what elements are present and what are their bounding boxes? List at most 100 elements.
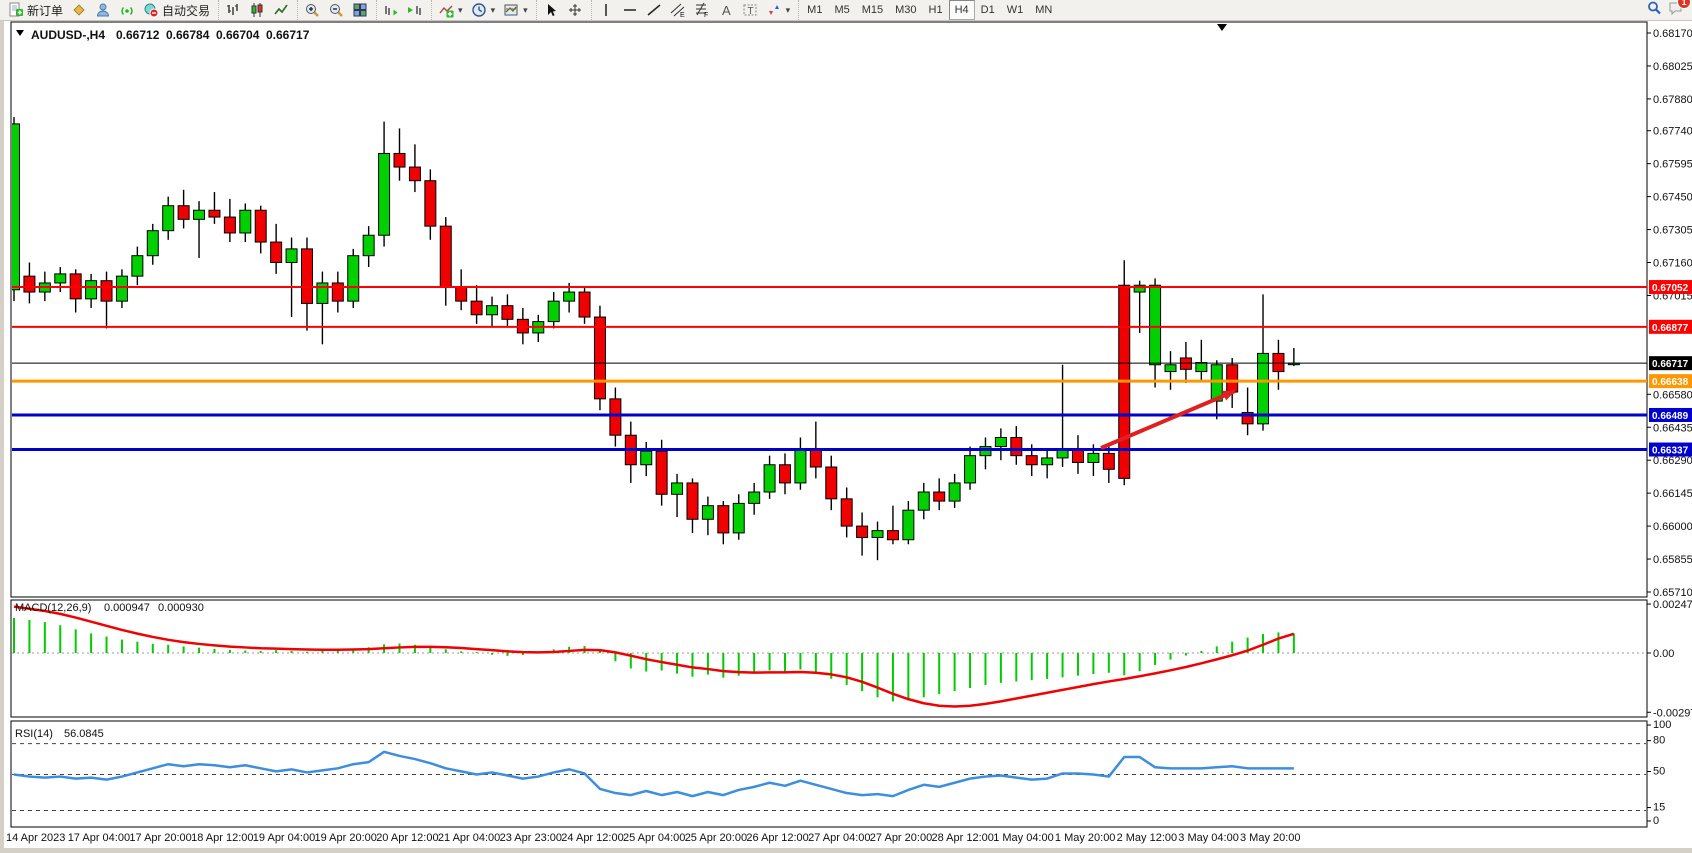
candle — [902, 501, 915, 545]
svg-text:0.66489: 0.66489 — [1652, 411, 1689, 422]
cursor-button[interactable] — [539, 0, 563, 20]
candle — [316, 271, 329, 345]
channel-icon: E — [670, 2, 686, 18]
new-order-button-label: 新订单 — [27, 3, 64, 18]
fibo-icon: F — [694, 2, 710, 18]
templates-button[interactable]: ▾ — [499, 0, 532, 20]
fibonacci-button[interactable]: F — [690, 0, 714, 20]
time-tick-label: 25 Apr 20:00 — [685, 832, 747, 844]
price-tick-label: 0.67880 — [1653, 94, 1692, 106]
zoom-in-button[interactable] — [300, 0, 324, 20]
candle — [208, 192, 221, 224]
candle — [886, 505, 899, 545]
rsi-tick-label: 0 — [1653, 815, 1659, 827]
bar-chart-button[interactable] — [221, 0, 245, 20]
collapse-triangle-icon[interactable] — [16, 30, 24, 36]
timeframe-d1-button[interactable]: D1 — [980, 4, 995, 16]
timeframe-m5-button[interactable]: M5 — [834, 4, 850, 16]
tile-windows-button[interactable] — [348, 0, 372, 20]
arrows-button[interactable]: ▾ — [762, 0, 795, 20]
vline-icon — [598, 2, 614, 18]
timeframe-h4-button[interactable]: H4 — [948, 0, 975, 20]
toolbar-group — [535, 0, 589, 20]
candle — [115, 269, 128, 308]
time-axis[interactable]: 14 Apr 2023 17 Apr 04:00 17 Apr 20:00 18 Ap… — [6, 832, 1301, 844]
timeframe-h1-button[interactable]: H1 — [928, 4, 943, 16]
indicators-button[interactable]: ▾ — [434, 0, 467, 20]
candle — [871, 521, 884, 561]
toolbar-group: ▾ ▾ ▾ — [431, 0, 534, 20]
bars-icon — [225, 2, 241, 18]
candle — [331, 271, 344, 313]
search-icon[interactable] — [1646, 0, 1662, 21]
zoom-out-button[interactable] — [324, 0, 348, 20]
toolbar-right: 1 — [1646, 0, 1692, 21]
candle — [1133, 280, 1146, 333]
candle — [239, 203, 252, 243]
arrow-annotation[interactable] — [1100, 389, 1236, 450]
candle — [701, 496, 714, 536]
horizontal-line-button[interactable] — [618, 0, 642, 20]
candle — [85, 273, 98, 308]
price-tick-label: 0.66000 — [1653, 521, 1692, 533]
trend-arrow-line[interactable] — [1100, 389, 1236, 450]
chevron-down-icon[interactable]: ▾ — [458, 4, 463, 15]
candle — [671, 473, 684, 518]
candle — [933, 478, 946, 511]
chart-shift-button[interactable] — [403, 0, 427, 20]
main-toolbar: 新订单 自动交易 ▾ ▾ ▾ E F A T ▾ M1 M5 M15 M30 H1 H4 D1 W1 MN 1 — [0, 0, 1692, 21]
macd-signal-line — [13, 605, 1295, 708]
chevron-down-icon[interactable]: ▾ — [785, 4, 791, 15]
community-button[interactable] — [91, 0, 115, 20]
hline-icon — [622, 2, 638, 18]
horizontal-lines-layer[interactable] — [12, 286, 1647, 452]
timeframe-m15-button[interactable]: M15 — [861, 4, 884, 16]
price-axis[interactable]: 0.68170 0.68025 0.67880 0.67740 0.67595 0.674… — [1647, 28, 1692, 827]
candle — [763, 455, 776, 499]
new-order-button[interactable]: 新订单 — [4, 0, 67, 20]
label-button[interactable]: T — [738, 0, 762, 20]
ohlc-close: 0.66717 — [266, 28, 310, 42]
timeframe-mn-button[interactable]: MN — [1035, 4, 1053, 16]
macd-value-1: 0.000947 — [104, 602, 150, 614]
price-badge: 0.66638 — [1649, 374, 1692, 389]
candle — [1118, 260, 1131, 486]
timeframe-m1-button[interactable]: M1 — [807, 4, 823, 16]
candle — [917, 482, 930, 520]
vertical-line-button[interactable] — [594, 0, 618, 20]
text-button[interactable]: A — [714, 0, 738, 20]
time-tick-label: 19 Apr 20:00 — [315, 832, 377, 844]
candle — [979, 437, 992, 470]
candlestick-chart-button[interactable] — [245, 0, 269, 20]
timeframe-w1-button[interactable]: W1 — [1006, 4, 1024, 16]
notifications-chat-icon[interactable]: 1 — [1668, 0, 1691, 21]
main-panel[interactable] — [10, 21, 1648, 598]
auto-scroll-button[interactable] — [379, 0, 403, 20]
macd-tick-label: 0.002474 — [1653, 599, 1692, 611]
line-chart-button[interactable] — [269, 0, 293, 20]
metaeditor-button[interactable] — [67, 0, 91, 20]
chevron-down-icon[interactable]: ▾ — [523, 4, 528, 15]
svg-text:0.67052: 0.67052 — [1652, 283, 1689, 294]
crosshair-button[interactable] — [563, 0, 587, 20]
candle — [146, 223, 159, 265]
chart-end-marker-icon[interactable] — [1217, 24, 1227, 31]
chevron-down-icon[interactable]: ▾ — [490, 4, 496, 15]
autotrading-button[interactable]: 自动交易 — [139, 0, 214, 20]
time-tick-label: 17 Apr 04:00 — [68, 832, 130, 844]
macd-panel[interactable] — [10, 599, 1648, 718]
blue-person-icon — [95, 2, 111, 18]
time-tick-label: 1 May 20:00 — [1055, 832, 1116, 844]
equidistant-channel-button[interactable]: E — [666, 0, 690, 20]
candle — [1241, 387, 1254, 436]
periods-button[interactable]: ▾ — [467, 0, 500, 20]
price-badge: 0.66489 — [1649, 407, 1692, 422]
signals-button[interactable] — [115, 0, 139, 20]
candle — [964, 446, 977, 490]
new-order-icon — [8, 2, 24, 18]
time-tick-label: 25 Apr 04:00 — [623, 832, 685, 844]
chart-canvas[interactable]: 0.68170 0.68025 0.67880 0.67740 0.67595 0.674… — [4, 20, 1692, 853]
svg-text:T: T — [747, 6, 753, 17]
trendline-button[interactable] — [642, 0, 666, 20]
timeframe-m30-button[interactable]: M30 — [895, 4, 917, 16]
